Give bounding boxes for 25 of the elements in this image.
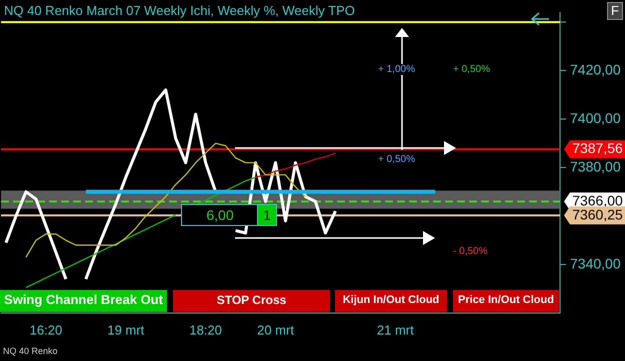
- x-tick-label: 20 mrt: [257, 322, 294, 338]
- text: NQ 40 Renko: [3, 346, 58, 356]
- y-tick-label: 7340,00: [570, 255, 621, 272]
- y-tick-label: 7420,00: [570, 61, 621, 78]
- ref-line-label: 7366,00: [572, 192, 624, 208]
- x-tick-label: 18:20: [189, 322, 222, 338]
- x-tick-label: 16:20: [30, 322, 62, 338]
- count-box: 1: [257, 204, 277, 226]
- value-box: 6,00: [181, 204, 259, 226]
- button: STOP Cross: [173, 290, 330, 312]
- ref-line-label: 7360,25: [572, 206, 624, 222]
- x-tick-label: 21 mrt: [376, 322, 414, 338]
- button: Swing Channel Break Out: [0, 290, 167, 312]
- chart-title: NQ 40 Renko March 07 Weekly Ichi, Weekly %, Weekly TPO: [4, 3, 355, 18]
- button: Price In/Out Cloud: [453, 290, 559, 312]
- button: F: [607, 2, 623, 20]
- y-tick-label: 7400,00: [570, 110, 621, 126]
- x-tick-label: 19 mrt: [107, 322, 145, 338]
- annotation: + 1,00%: [378, 64, 415, 75]
- annotation: - 0,50%: [453, 246, 488, 257]
- annotation: + 0,50%: [378, 154, 415, 165]
- ref-line-label: 7387,56: [572, 140, 624, 156]
- button: Kijun In/Out Cloud: [335, 290, 447, 312]
- y-tick-label: 7380,00: [570, 158, 621, 174]
- annotation: + 0,50%: [453, 64, 490, 75]
